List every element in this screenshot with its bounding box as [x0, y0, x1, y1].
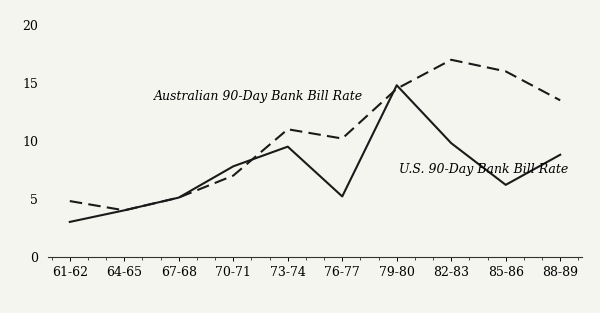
Text: U.S. 90-Day Bank Bill Rate: U.S. 90-Day Bank Bill Rate [400, 163, 569, 176]
Text: Australian 90-Day Bank Bill Rate: Australian 90-Day Bank Bill Rate [154, 90, 364, 103]
